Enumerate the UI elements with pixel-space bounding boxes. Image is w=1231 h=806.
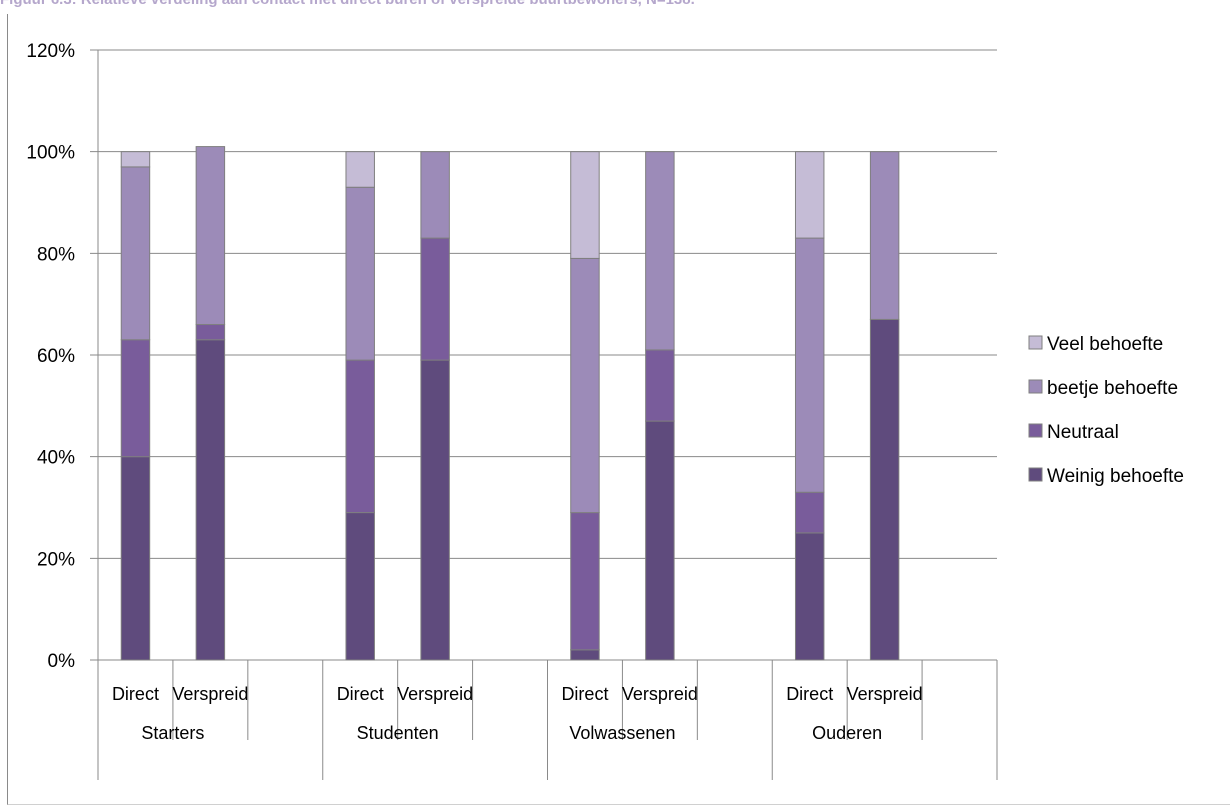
x-tick-label: Direct bbox=[112, 684, 159, 704]
bar-segment bbox=[645, 420, 675, 661]
legend-label: Weinig behoefte bbox=[1047, 466, 1184, 487]
bar-segment bbox=[794, 491, 825, 534]
x-tick-label: Direct bbox=[337, 684, 384, 704]
axes: 0% 20% 40% 60% 80% 100% 120% Direct Verspreid Sta… bbox=[26, 41, 998, 780]
legend: Veel behoefte beetje behoefte Neutraal Wein… bbox=[1028, 334, 1184, 487]
x-tick-label: Direct bbox=[561, 684, 608, 704]
bar-segment bbox=[195, 146, 226, 325]
legend-swatch bbox=[1028, 423, 1043, 438]
bar-segment bbox=[195, 324, 226, 341]
x-tick-label: Direct bbox=[786, 684, 833, 704]
bar-segment bbox=[420, 237, 450, 361]
x-tick-label: Verspreid bbox=[847, 684, 923, 704]
legend-swatch bbox=[1028, 379, 1043, 394]
bar-segment bbox=[570, 649, 600, 661]
bar-segment bbox=[195, 339, 226, 661]
bar-segment bbox=[345, 186, 375, 361]
y-tick-label: 120% bbox=[26, 41, 75, 62]
bar-segment bbox=[645, 349, 675, 422]
group-label: Starters bbox=[141, 723, 204, 743]
bar-segment bbox=[794, 151, 825, 239]
bar-segment bbox=[120, 151, 151, 168]
y-tick-label: 80% bbox=[37, 244, 75, 265]
group-label: Studenten bbox=[357, 723, 439, 743]
bar-segment bbox=[570, 257, 600, 514]
bar-segment bbox=[345, 512, 375, 661]
legend-swatch bbox=[1028, 467, 1043, 482]
bar-segment bbox=[120, 339, 151, 458]
bar-segment bbox=[794, 532, 825, 661]
legend-label: Neutraal bbox=[1047, 422, 1119, 443]
y-tick-label: 40% bbox=[37, 448, 75, 469]
y-tick-label: 20% bbox=[37, 549, 75, 570]
bar-segment bbox=[420, 359, 450, 661]
bar-segment bbox=[345, 359, 375, 514]
bar-segment bbox=[345, 151, 375, 188]
legend-swatch bbox=[1028, 335, 1043, 350]
bar-segment bbox=[420, 151, 450, 239]
bars bbox=[120, 146, 900, 661]
bar-segment bbox=[570, 512, 600, 651]
bar-segment bbox=[869, 151, 900, 320]
bar-segment bbox=[645, 151, 675, 351]
x-tick-label: Verspreid bbox=[622, 684, 698, 704]
legend-label: beetje behoefte bbox=[1047, 378, 1178, 399]
chart-frame bbox=[7, 14, 1230, 805]
bar-segment bbox=[794, 237, 825, 493]
group-label: Volwassenen bbox=[569, 723, 675, 743]
bar-segment bbox=[120, 166, 151, 341]
x-tick-label: Verspreid bbox=[172, 684, 248, 704]
x-tick-label: Verspreid bbox=[397, 684, 473, 704]
bar-segment bbox=[570, 151, 600, 259]
bar-segment bbox=[120, 456, 151, 661]
bar-segment bbox=[869, 318, 900, 661]
group-label: Ouderen bbox=[812, 723, 882, 743]
y-tick-label: 100% bbox=[26, 143, 75, 164]
y-tick-label: 60% bbox=[37, 346, 75, 367]
figure-caption: Figuur 6.3: Relatieve verdeling aan cont… bbox=[0, 0, 1231, 13]
y-tick-label: 0% bbox=[48, 651, 76, 672]
legend-label: Veel behoefte bbox=[1047, 334, 1163, 355]
gridlines bbox=[90, 49, 997, 661]
